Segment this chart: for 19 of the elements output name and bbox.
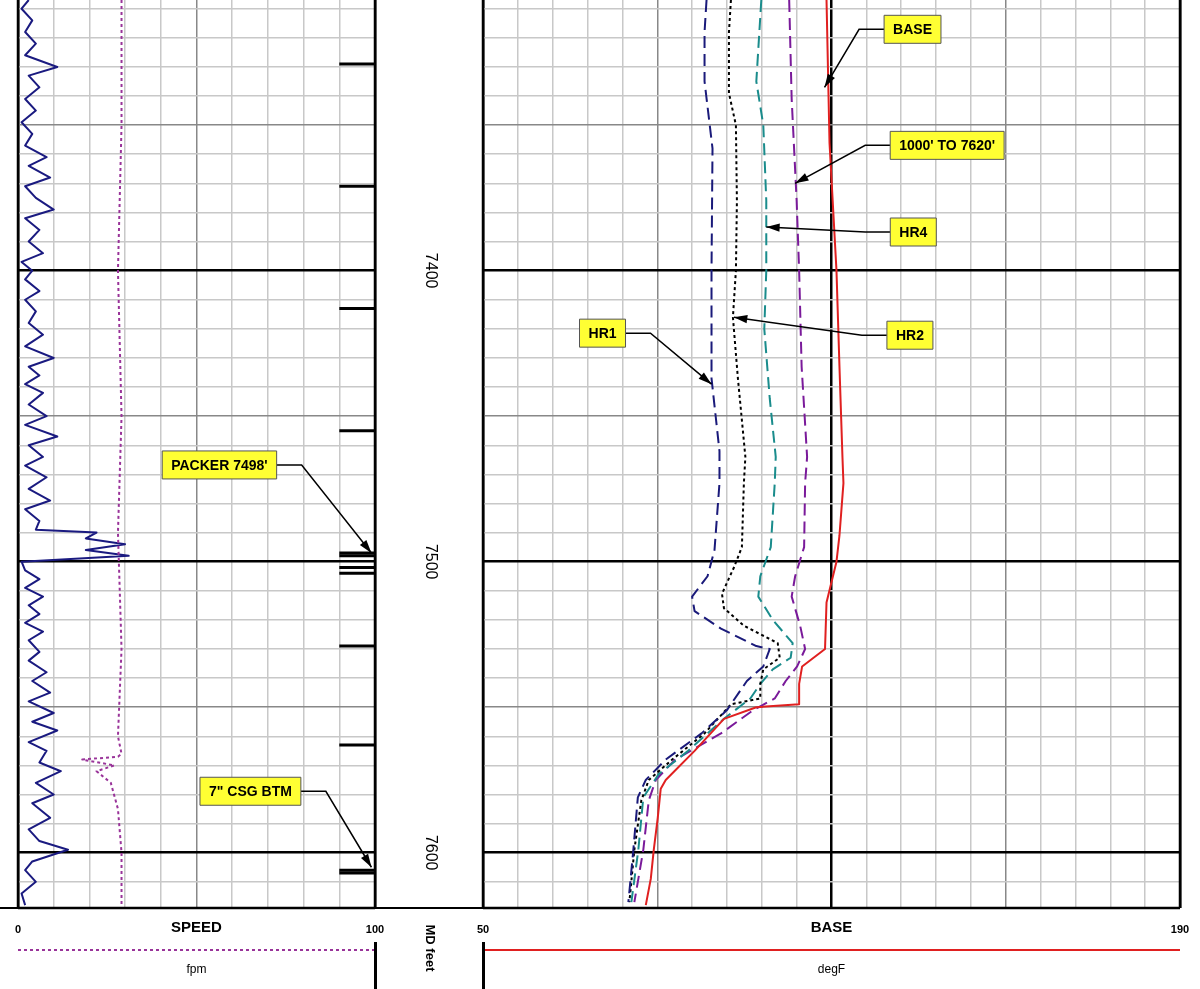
annotation: HR4 bbox=[899, 223, 928, 240]
x-tick-label: 50 bbox=[476, 923, 490, 936]
annotation: HR1 bbox=[588, 325, 617, 342]
text: BASE bbox=[810, 918, 853, 936]
x-tick-label: 190 bbox=[1170, 923, 1190, 936]
annotation: PACKER 7498' bbox=[171, 456, 268, 473]
annotation: HR2 bbox=[895, 327, 925, 344]
x-axis-title: degF bbox=[817, 962, 846, 977]
x-axis-title: fpm bbox=[186, 962, 207, 977]
annotation: 7" CSG BTM bbox=[208, 783, 292, 800]
y-axis-title: MD feet bbox=[423, 924, 439, 973]
y-tick-label: 7600 bbox=[422, 834, 440, 871]
text: SPEED bbox=[171, 918, 223, 936]
y-tick-label: 7400 bbox=[422, 252, 440, 289]
x-tick-label: 100 bbox=[365, 923, 385, 936]
y-tick-label: 7500 bbox=[422, 543, 440, 580]
x-tick-label: 0 bbox=[14, 923, 22, 936]
annotation: 1000' TO 7620' bbox=[899, 137, 996, 154]
annotation: BASE bbox=[893, 21, 932, 38]
